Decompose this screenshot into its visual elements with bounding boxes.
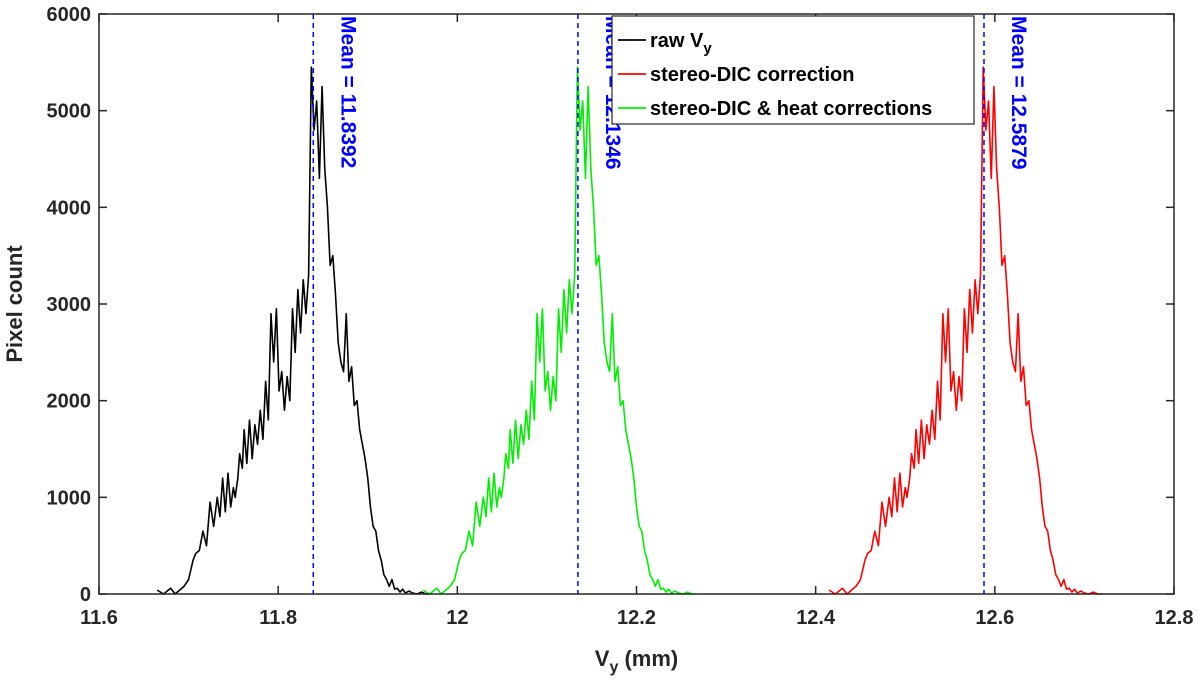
legend-entry-3: stereo-DIC & heat corrections — [650, 98, 932, 120]
legend-box — [611, 15, 975, 125]
y-tick-label: 5000 — [47, 101, 92, 123]
x-axis-label: Vy (mm) — [595, 646, 678, 676]
y-axis-label: Pixel count — [2, 245, 27, 363]
y-tick-label: 3000 — [47, 294, 92, 316]
x-tick-label: 11.6 — [80, 607, 118, 629]
mean-label-3: Mean = 12.5879 — [1007, 16, 1030, 170]
legend-entry-1: raw Vy — [650, 30, 712, 57]
y-tick-label: 1000 — [47, 487, 92, 509]
mean-label-1: Mean = 11.8392 — [336, 16, 359, 168]
y-tick-label: 4000 — [47, 197, 92, 219]
y-tick-label: 0 — [80, 584, 91, 606]
x-tick-label: 12.8 — [1155, 607, 1194, 629]
legend-entry-2: stereo-DIC correction — [650, 64, 855, 86]
y-tick-label: 6000 — [47, 4, 92, 26]
x-tick-label: 12 — [446, 607, 468, 629]
series-line-3 — [422, 66, 697, 595]
x-tick-label: 12.2 — [617, 607, 656, 629]
axes-layer: 11.6 11.8 12 12.2 12.4 12.6 12.8 0 1000 2000 3000 4… — [2, 4, 1193, 676]
x-tick-label: 12.4 — [796, 607, 836, 629]
x-tick-label: 11.8 — [259, 607, 297, 629]
y-tick-label: 2000 — [47, 391, 92, 413]
series-line-1 — [156, 66, 431, 595]
series-layer — [156, 66, 1103, 595]
series-line-2 — [828, 66, 1103, 595]
x-tick-label: 12.6 — [975, 607, 1014, 629]
legend: raw Vy stereo-DIC correction stereo-DIC & … — [611, 15, 975, 125]
